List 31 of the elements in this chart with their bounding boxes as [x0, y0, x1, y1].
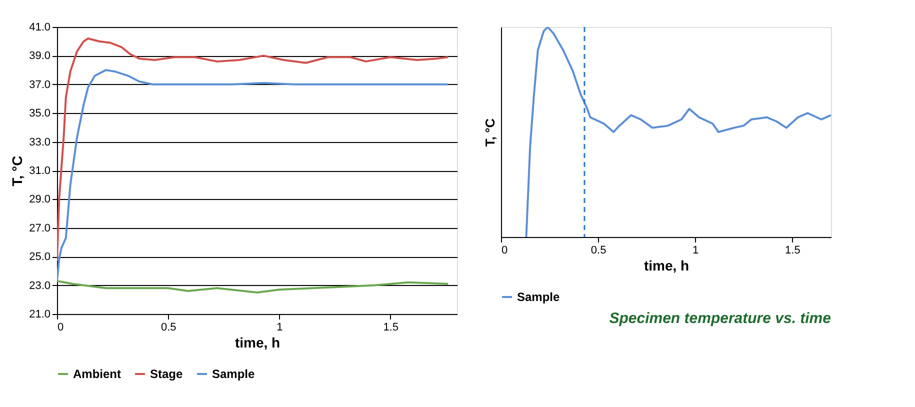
x-tick-label: 1: [276, 322, 283, 334]
y-tick-label: 25.0: [29, 251, 50, 264]
x-axis-title: time, h: [644, 258, 690, 274]
y-tick-label: 37.0: [29, 78, 50, 91]
line-series: [57, 69, 450, 282]
y-tick-label: 27.0: [29, 222, 50, 234]
legend-label: Sample: [212, 367, 256, 381]
legend-label: Sample: [517, 290, 560, 304]
y-tick-label: 23.0: [29, 280, 50, 292]
y-tick-label: 31.0: [29, 165, 50, 177]
y-tick-label: 29.0: [29, 194, 50, 206]
y-tick-label: 41.0: [29, 22, 50, 34]
x-tick-label: 0: [58, 322, 64, 334]
x-tick-label: 0.5: [160, 322, 176, 334]
x-tick-label: 1.5: [785, 244, 800, 256]
y-tick-label: 39.0: [29, 50, 50, 62]
y-axis-title: T, °C: [482, 118, 498, 147]
legend-label: Stage: [150, 367, 184, 381]
line-series: [57, 37, 450, 262]
legend-label: Ambient: [73, 367, 122, 381]
x-tick-label: 0.5: [590, 244, 606, 256]
line-series: [57, 280, 450, 294]
y-tick-label: 21.0: [29, 308, 50, 320]
x-tick-label: 1.5: [383, 322, 398, 334]
x-tick-label: 1: [692, 244, 699, 256]
y-axis-title: T, °C: [9, 156, 26, 186]
y-tick-label: 33.0: [29, 136, 50, 148]
x-axis-title: time, h: [234, 334, 280, 350]
x-tick-label: 0: [502, 244, 508, 256]
text: Specimen temperature vs. time: [609, 310, 831, 327]
y-tick-label: 35.0: [29, 108, 50, 120]
